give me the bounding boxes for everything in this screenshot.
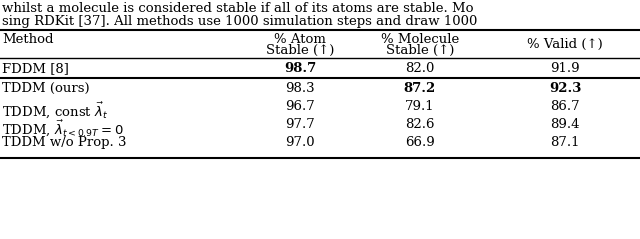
Text: 97.7: 97.7 [285, 118, 315, 131]
Text: % Valid (↑): % Valid (↑) [527, 38, 603, 51]
Text: 98.7: 98.7 [284, 62, 316, 75]
Text: 86.7: 86.7 [550, 100, 580, 113]
Text: TDDM (ours): TDDM (ours) [2, 82, 90, 95]
Text: TDDM w/o Prop. 3: TDDM w/o Prop. 3 [2, 136, 127, 149]
Text: sing RDKit [37]. All methods use 1000 simulation steps and draw 1000: sing RDKit [37]. All methods use 1000 si… [2, 15, 477, 28]
Text: 87.1: 87.1 [550, 136, 580, 149]
Text: 89.4: 89.4 [550, 118, 580, 131]
Text: Stable (↑): Stable (↑) [386, 44, 454, 57]
Text: Stable (↑): Stable (↑) [266, 44, 334, 57]
Text: 82.0: 82.0 [405, 62, 435, 75]
Text: % Atom: % Atom [274, 33, 326, 46]
Text: 97.0: 97.0 [285, 136, 315, 149]
Text: % Molecule: % Molecule [381, 33, 459, 46]
Text: 82.6: 82.6 [405, 118, 435, 131]
Text: 98.3: 98.3 [285, 82, 315, 95]
Text: whilst a molecule is considered stable if all of its atoms are stable. Mo: whilst a molecule is considered stable i… [2, 2, 474, 15]
Text: TDDM, const $\vec{\lambda}_t$: TDDM, const $\vec{\lambda}_t$ [2, 100, 108, 120]
Text: 91.9: 91.9 [550, 62, 580, 75]
Text: 92.3: 92.3 [549, 82, 581, 95]
Text: 79.1: 79.1 [405, 100, 435, 113]
Text: 87.2: 87.2 [404, 82, 436, 95]
Text: FDDM [8]: FDDM [8] [2, 62, 69, 75]
Text: 66.9: 66.9 [405, 136, 435, 149]
Text: TDDM, $\vec{\lambda}_{t<0.9T} = 0$: TDDM, $\vec{\lambda}_{t<0.9T} = 0$ [2, 118, 124, 138]
Text: Method: Method [2, 33, 54, 46]
Text: 96.7: 96.7 [285, 100, 315, 113]
